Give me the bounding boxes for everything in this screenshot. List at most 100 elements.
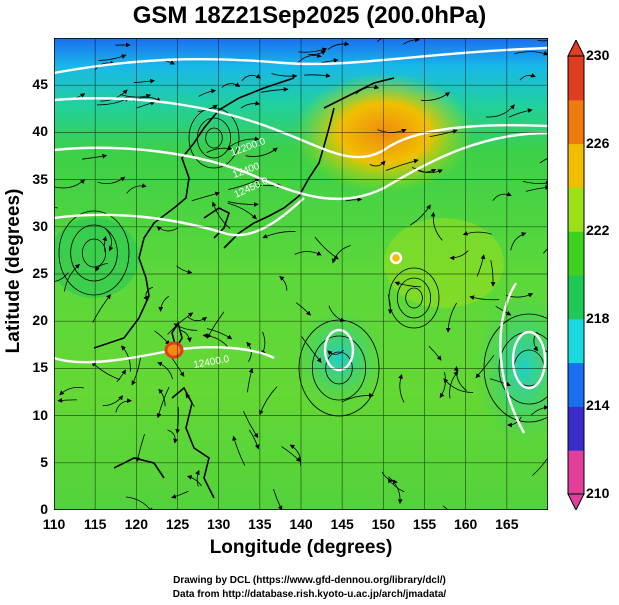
streamline	[294, 251, 322, 256]
streamline	[543, 247, 548, 254]
streamline	[453, 366, 467, 392]
x-tick-label: 120	[124, 516, 148, 532]
streamline	[331, 245, 351, 264]
streamline	[409, 204, 431, 226]
cool-anomaly-east	[474, 288, 548, 448]
x-tick-label: 110	[42, 516, 66, 532]
vortex-streamline	[70, 224, 118, 282]
streamline	[116, 369, 126, 383]
colorbar-segment	[568, 450, 584, 495]
streamline	[258, 386, 278, 416]
streamline	[240, 100, 261, 109]
x-tick-label: 145	[330, 516, 354, 532]
y-tick-label: 0	[40, 501, 48, 517]
streamline	[102, 235, 108, 253]
streamline	[136, 100, 156, 109]
y-tick-label: 35	[32, 170, 48, 187]
streamline	[449, 370, 459, 399]
x-tick-label: 150	[371, 516, 395, 532]
streamline	[377, 38, 384, 42]
map-canvas: 12200.0 12400 12450.0 12400.0	[54, 38, 548, 510]
streamline	[260, 87, 289, 93]
streamline	[54, 207, 58, 209]
height-contours	[54, 46, 548, 434]
streamline	[485, 104, 515, 118]
streamline	[198, 88, 217, 97]
streamline	[475, 354, 495, 379]
vortex-streamline	[205, 127, 223, 149]
streamline	[95, 263, 108, 272]
streamline	[492, 191, 512, 201]
streamline	[421, 92, 451, 101]
colorbar-segment	[568, 406, 584, 451]
streamline	[156, 225, 179, 232]
streamline	[248, 429, 260, 450]
streamline	[387, 478, 405, 493]
streamline	[133, 78, 155, 84]
streamline	[167, 429, 178, 444]
streamline	[171, 491, 189, 499]
streamline	[289, 444, 302, 466]
vortex-streamline	[188, 107, 240, 169]
streamline	[508, 108, 533, 118]
streamline	[271, 73, 298, 79]
streamline	[54, 179, 86, 189]
streamline	[227, 201, 259, 207]
streamline	[387, 294, 393, 315]
streamline	[296, 302, 311, 316]
colorbar-segment	[568, 362, 584, 407]
streamline	[105, 228, 114, 252]
streamline	[143, 286, 154, 302]
colorbar-segment	[568, 231, 584, 276]
streamline	[91, 361, 121, 381]
cool-anomaly-west	[54, 218, 139, 298]
streamline	[187, 316, 208, 322]
colorbar-segment	[568, 143, 584, 188]
credit-data: Data from http://database.rish.kyoto-u.a…	[172, 589, 447, 600]
x-tick-label: 155	[412, 516, 437, 532]
streamline	[519, 72, 536, 81]
streamline	[439, 371, 446, 399]
streamline	[301, 336, 322, 363]
x-tick-label: 140	[289, 516, 313, 532]
streamline	[115, 398, 132, 413]
warm-patch	[384, 218, 504, 308]
streamline	[245, 147, 278, 157]
streamline	[126, 183, 147, 194]
streamline	[428, 345, 442, 361]
credit-drawing: Drawing by DCL (https://www.gfd-dennou.o…	[173, 575, 446, 586]
y-axis-label: Latitude (degrees)	[3, 188, 24, 354]
streamline	[232, 435, 246, 466]
streamline	[398, 373, 405, 403]
streamline	[539, 157, 548, 164]
streamline	[442, 505, 449, 510]
streamline	[98, 54, 127, 61]
streamline	[206, 311, 225, 339]
colorbar-frame	[567, 55, 585, 495]
colorbar	[567, 40, 585, 510]
colorbar-label: 210	[586, 485, 610, 501]
streamline	[530, 405, 548, 416]
streamline	[229, 136, 260, 148]
streamline	[314, 236, 339, 260]
colorbar-segment	[568, 56, 584, 101]
streamline	[221, 82, 241, 88]
streamline	[167, 312, 194, 335]
y-tick-label: 10	[32, 406, 48, 423]
colorbar-segment	[568, 275, 584, 320]
streamline	[57, 397, 78, 403]
colorbar-min-triangle	[567, 493, 585, 510]
vortex-streamline	[298, 319, 380, 417]
colorbar-max-triangle	[567, 40, 585, 57]
streamline	[341, 392, 374, 403]
streamline	[532, 452, 548, 476]
colorbar-label: 214	[586, 397, 610, 414]
streamline	[443, 378, 474, 393]
streamline	[490, 260, 496, 287]
streamline	[120, 93, 152, 99]
streamline	[243, 411, 259, 439]
colorbar-label: 218	[586, 309, 610, 326]
colorbar-label: 226	[586, 134, 610, 151]
streamline	[320, 58, 339, 64]
streamline	[394, 281, 422, 288]
